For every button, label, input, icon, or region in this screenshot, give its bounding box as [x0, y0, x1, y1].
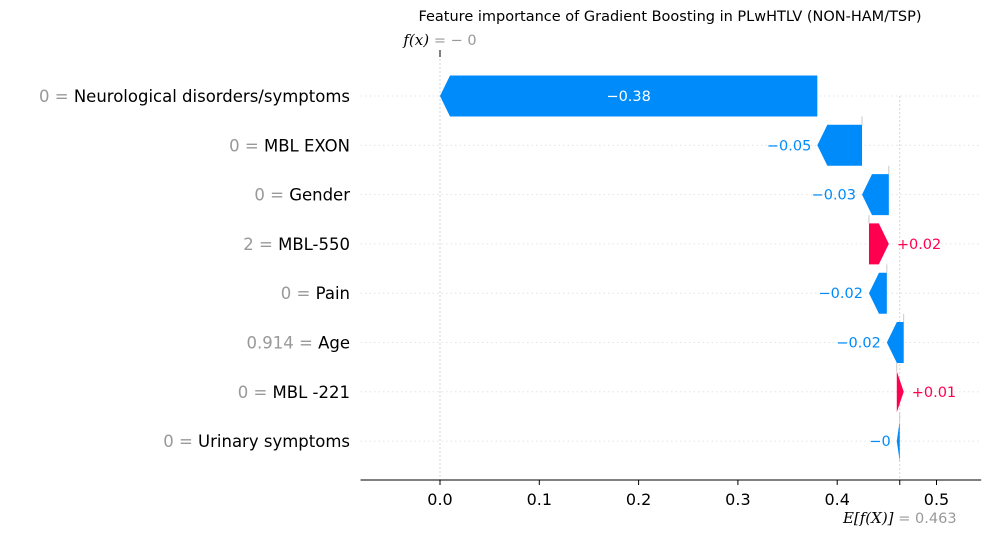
- ex-annotation: E[f(X)] = 0.463: [842, 509, 957, 527]
- expected-value-annotations: f(x) = − 0 E[f(X)] = 0.463: [402, 31, 956, 527]
- feature-label: 0 = Neurological disorders/symptoms: [39, 87, 350, 106]
- bar-value-label: −0.38: [606, 89, 650, 105]
- feature-name: MBL EXON: [264, 136, 350, 155]
- fx-annotation: f(x) = − 0: [402, 31, 476, 49]
- feature-value: 2 =: [243, 235, 278, 254]
- bar: [868, 272, 887, 314]
- feature-value: 0 =: [238, 383, 273, 402]
- bar: [862, 174, 889, 216]
- feature-value: 0 =: [281, 284, 316, 303]
- ex-value: = 0.463: [898, 511, 956, 527]
- bar-value-label: −0: [869, 434, 890, 450]
- x-tick-label: 0.0: [427, 490, 452, 509]
- feature-label: 0.914 = Age: [247, 334, 350, 353]
- feature-value: 0.914 =: [247, 334, 319, 353]
- x-axis: 0.0 0.1 0.2 0.3 0.4 0.5: [360, 479, 982, 509]
- feature-value: 0 =: [254, 186, 289, 205]
- bar-value-label: −0.05: [767, 138, 811, 154]
- x-tick-label: 0.1: [527, 490, 552, 509]
- bar: [817, 124, 863, 166]
- chart-title: Feature importance of Gradient Boosting …: [418, 9, 921, 25]
- feature-name: Urinary symptoms: [198, 432, 350, 451]
- bars-layer: [440, 75, 905, 462]
- feature-value: 0 =: [229, 136, 264, 155]
- feature-value: 0 =: [163, 432, 198, 451]
- feature-label: 0 = MBL EXON: [229, 136, 350, 155]
- feature-name: Age: [318, 334, 350, 353]
- feature-name: MBL -221: [273, 383, 350, 402]
- feature-label: 2 = MBL-550: [243, 235, 350, 254]
- fx-expression: f(x): [402, 31, 433, 49]
- bar: [886, 322, 904, 363]
- feature-name: Gender: [289, 186, 350, 205]
- x-tick-label: 0.4: [824, 490, 849, 509]
- feature-value: 0 =: [39, 87, 74, 106]
- feature-name: Pain: [316, 284, 350, 303]
- feature-label: 0 = Urinary symptoms: [163, 432, 350, 451]
- bar-value-label: −0.02: [836, 336, 880, 352]
- bar-value-label: +0.01: [912, 385, 956, 401]
- feature-label: 0 = MBL -221: [238, 383, 350, 402]
- x-tick-label: 0.3: [725, 490, 750, 509]
- x-tick-label: 0.5: [924, 490, 949, 509]
- bar: [868, 223, 889, 265]
- ex-expression: E[f(X)]: [842, 509, 898, 527]
- row-gridlines: [360, 95, 982, 442]
- bar: [440, 75, 818, 117]
- bar-value-label: −0.02: [819, 286, 863, 302]
- feature-label: 0 = Gender: [254, 186, 350, 205]
- fx-value: = − 0: [434, 33, 477, 49]
- bar-value-label: −0.03: [812, 188, 856, 204]
- feature-labels: −0.38 0 = Neurological disorders/symptoms…: [39, 87, 956, 451]
- feature-label: 0 = Pain: [281, 284, 350, 303]
- bar: [896, 371, 904, 413]
- bar: [896, 420, 900, 462]
- feature-name: MBL-550: [278, 235, 350, 254]
- bar-value-label: +0.02: [897, 237, 941, 253]
- x-tick-label: 0.2: [626, 490, 651, 509]
- feature-name: Neurological disorders/symptoms: [74, 87, 350, 106]
